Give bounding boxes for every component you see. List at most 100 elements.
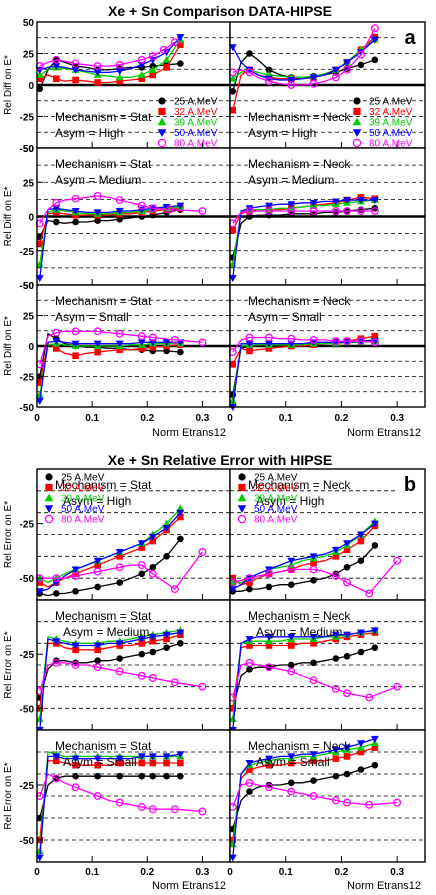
- data-point: [72, 587, 79, 595]
- data-point: [163, 644, 170, 651]
- mechanism-label: Mechanism = Neck: [248, 609, 351, 623]
- data-point: [35, 397, 44, 405]
- data-point: [198, 682, 207, 691]
- x-tick-label: 0.2: [334, 413, 348, 424]
- legend-label: 25 A.MeV: [61, 473, 105, 484]
- data-point: [309, 207, 318, 215]
- chart-title: Xe + Sn Comparison DATA-HIPSE: [108, 3, 332, 19]
- data-point: [162, 339, 171, 347]
- data-point: [162, 49, 171, 57]
- panel-b-neck-medium: Mechanism = Neck Asym = Medium: [228, 599, 426, 734]
- data-point: [228, 586, 237, 594]
- y-tick-label: -25: [20, 247, 35, 258]
- asym-label: Asym = Small: [256, 755, 330, 769]
- data-point: [287, 753, 296, 761]
- data-point: [228, 854, 237, 862]
- data-point: [149, 537, 157, 545]
- data-point: [52, 55, 61, 64]
- data-point: [228, 715, 237, 723]
- data-point: [245, 207, 254, 215]
- data-point: [287, 661, 295, 669]
- data-point: [265, 761, 273, 769]
- data-point: [265, 783, 273, 792]
- data-point: [116, 77, 124, 85]
- data-point: [246, 347, 253, 355]
- x-tick-label: 0.1: [85, 413, 99, 424]
- data-point: [245, 574, 254, 583]
- data-point: [245, 68, 254, 77]
- data-point: [265, 642, 273, 649]
- legend-marker: [45, 473, 53, 481]
- data-point: [310, 559, 317, 567]
- asym-label: Asym = Small: [63, 755, 137, 769]
- asym-label: Asym = Medium: [256, 625, 342, 639]
- data-point: [245, 333, 254, 342]
- data-point: [246, 766, 253, 773]
- data-point: [137, 803, 146, 811]
- data-point: [245, 340, 254, 348]
- data-point: [71, 208, 80, 215]
- data-point: [332, 755, 340, 762]
- data-point: [71, 194, 80, 203]
- data-point: [309, 676, 318, 685]
- data-point: [36, 379, 44, 386]
- data-point: [370, 36, 379, 44]
- x-tick-label: 0.3: [390, 867, 404, 878]
- data-point: [170, 805, 179, 814]
- data-point: [245, 205, 254, 213]
- series-80: [35, 773, 207, 816]
- y-tick-label: 0: [28, 342, 34, 353]
- data-point: [170, 335, 179, 344]
- x-tick-label: 0.3: [390, 413, 404, 424]
- panel-a-stat-small: Mechanism = Stat Asym = Small -50 -25 0 25 50 R…: [3, 281, 231, 439]
- data-point: [229, 226, 237, 234]
- data-point: [176, 504, 185, 512]
- data-point: [35, 854, 44, 862]
- series-80: [35, 548, 207, 594]
- data-point: [115, 340, 124, 348]
- data-point: [53, 757, 60, 765]
- mechanism-label: Mechanism = Stat: [55, 739, 152, 753]
- data-point: [148, 674, 157, 682]
- data-point: [170, 585, 179, 594]
- legend-marker: [352, 129, 362, 137]
- data-point: [52, 658, 61, 667]
- y-axis-label: Rel Diff on E*: [3, 55, 14, 115]
- data-point: [309, 335, 318, 344]
- data-point: [287, 557, 296, 565]
- data-point: [52, 638, 61, 646]
- series-50: [228, 735, 379, 862]
- data-point: [148, 339, 157, 347]
- data-point: [71, 783, 80, 792]
- data-point: [370, 197, 379, 205]
- series-line: [39, 195, 203, 224]
- legend-label: 32 A.MeV: [254, 483, 298, 494]
- series-80: [228, 207, 379, 228]
- data-point: [343, 540, 351, 548]
- data-point: [170, 38, 179, 47]
- legend-label: 39 A.MeV: [369, 118, 413, 129]
- data-point: [177, 759, 184, 767]
- data-point: [176, 751, 185, 759]
- data-point: [165, 205, 174, 214]
- data-point: [228, 44, 237, 52]
- data-point: [176, 629, 185, 637]
- data-point: [116, 579, 124, 586]
- data-point: [343, 798, 351, 807]
- data-point: [309, 199, 318, 207]
- data-point: [72, 76, 79, 84]
- x-tick-label: 0.1: [279, 867, 293, 878]
- legend-label: 25 A.MeV: [254, 473, 298, 484]
- mechanism-label: Mechanism = Neck: [248, 294, 351, 308]
- asym-label: Asym = High: [256, 494, 324, 508]
- asym-label: Asym = Medium: [63, 625, 149, 639]
- data-point: [245, 636, 254, 643]
- data-point: [72, 570, 79, 578]
- data-point: [115, 548, 124, 556]
- data-point: [36, 579, 44, 586]
- data-point: [176, 34, 185, 42]
- panel-background: [37, 469, 230, 600]
- data-point: [163, 635, 170, 643]
